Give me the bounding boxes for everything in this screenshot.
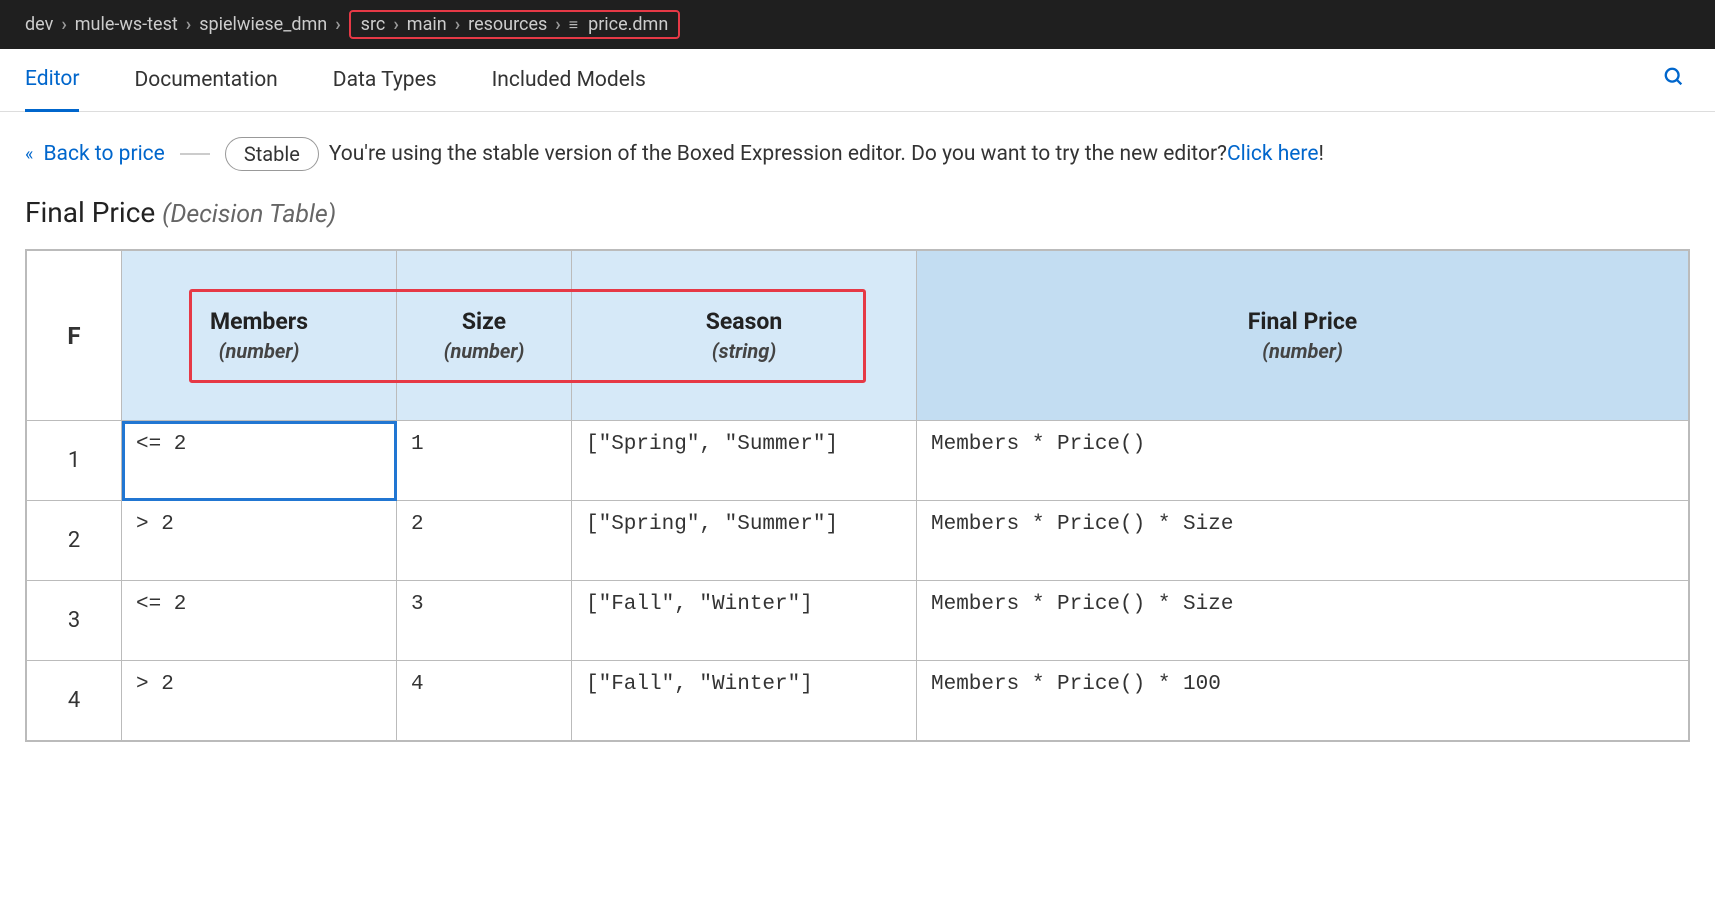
cell-members[interactable]: <= 2 <box>122 581 397 661</box>
breadcrumb: dev › mule-ws-test › spielwiese_dmn › sr… <box>0 0 1715 49</box>
cell-output[interactable]: Members * Price() * Size <box>917 501 1689 581</box>
subheader: « Back to price Stable You're using the … <box>0 112 1715 181</box>
cell-output[interactable]: Members * Price() <box>917 421 1689 501</box>
breadcrumb-item[interactable]: mule-ws-test <box>75 14 178 35</box>
version-pill[interactable]: Stable <box>225 137 319 171</box>
input-type: (number) <box>407 339 561 363</box>
back-link[interactable]: Back to price <box>43 142 164 166</box>
table-row: 4 > 2 4 ["Fall", "Winter"] Members * Pri… <box>27 661 1689 741</box>
cell-members[interactable]: > 2 <box>122 661 397 741</box>
breadcrumb-item[interactable]: spielwiese_dmn <box>199 14 327 35</box>
try-new-editor-link[interactable]: Click here <box>1227 142 1319 166</box>
row-number[interactable]: 1 <box>27 421 122 501</box>
cell-output[interactable]: Members * Price() * Size <box>917 581 1689 661</box>
breadcrumb-item[interactable]: resources <box>468 14 547 35</box>
cell-size[interactable]: 2 <box>397 501 572 581</box>
search-icon[interactable] <box>1663 66 1685 94</box>
input-type: (number) <box>132 339 386 363</box>
hit-policy-cell[interactable]: F <box>27 251 122 421</box>
divider <box>180 153 210 155</box>
cell-season[interactable]: ["Spring", "Summer"] <box>572 501 917 581</box>
subheader-tail: ! <box>1318 142 1323 166</box>
output-header[interactable]: Final Price (number) <box>917 251 1689 421</box>
tab-editor[interactable]: Editor <box>25 49 79 112</box>
expression-name: Final Price <box>25 196 155 229</box>
chevron-right-icon: › <box>186 14 191 35</box>
cell-size[interactable]: 4 <box>397 661 572 741</box>
cell-output[interactable]: Members * Price() * 100 <box>917 661 1689 741</box>
decision-table: F Members (number) Size (number) Season … <box>25 249 1690 742</box>
input-name: Season <box>582 308 906 335</box>
cell-season[interactable]: ["Fall", "Winter"] <box>572 661 917 741</box>
output-type: (number) <box>927 339 1678 363</box>
input-name: Size <box>407 308 561 335</box>
tab-data-types[interactable]: Data Types <box>333 50 437 110</box>
input-name: Members <box>132 308 386 335</box>
file-icon: ≡ <box>569 15 578 35</box>
input-header-size[interactable]: Size (number) <box>397 251 572 421</box>
cell-members[interactable]: > 2 <box>122 501 397 581</box>
table-row: 3 <= 2 3 ["Fall", "Winter"] Members * Pr… <box>27 581 1689 661</box>
table-row: 2 > 2 2 ["Spring", "Summer"] Members * P… <box>27 501 1689 581</box>
input-header-season[interactable]: Season (string) <box>572 251 917 421</box>
cell-season[interactable]: ["Fall", "Winter"] <box>572 581 917 661</box>
chevron-right-icon: › <box>455 14 460 35</box>
cell-members[interactable]: <= 2 <box>122 421 397 501</box>
tab-documentation[interactable]: Documentation <box>134 50 277 110</box>
subheader-message: You're using the stable version of the B… <box>329 142 1227 166</box>
input-type: (string) <box>582 339 906 363</box>
chevron-right-icon: › <box>555 14 560 35</box>
breadcrumb-item[interactable]: price.dmn <box>588 14 668 35</box>
chevron-right-icon: › <box>393 14 398 35</box>
breadcrumb-item[interactable]: dev <box>25 14 53 35</box>
row-number[interactable]: 4 <box>27 661 122 741</box>
input-header-members[interactable]: Members (number) <box>122 251 397 421</box>
tab-included-models[interactable]: Included Models <box>492 50 646 110</box>
expression-type: (Decision Table) <box>162 200 336 229</box>
cell-size[interactable]: 3 <box>397 581 572 661</box>
output-name: Final Price <box>927 308 1678 335</box>
cell-season[interactable]: ["Spring", "Summer"] <box>572 421 917 501</box>
tabs: Editor Documentation Data Types Included… <box>0 49 1715 112</box>
chevron-right-icon: › <box>335 14 340 35</box>
breadcrumb-item[interactable]: src <box>361 14 386 35</box>
page-title: Final Price (Decision Table) <box>0 181 1715 249</box>
row-number[interactable]: 2 <box>27 501 122 581</box>
back-chevron-icon[interactable]: « <box>25 144 33 165</box>
table-row: 1 <= 2 1 ["Spring", "Summer"] Members * … <box>27 421 1689 501</box>
cell-size[interactable]: 1 <box>397 421 572 501</box>
breadcrumb-highlight-box: src › main › resources › ≡ price.dmn <box>349 10 681 39</box>
breadcrumb-item[interactable]: main <box>407 14 447 35</box>
chevron-right-icon: › <box>61 14 66 35</box>
row-number[interactable]: 3 <box>27 581 122 661</box>
